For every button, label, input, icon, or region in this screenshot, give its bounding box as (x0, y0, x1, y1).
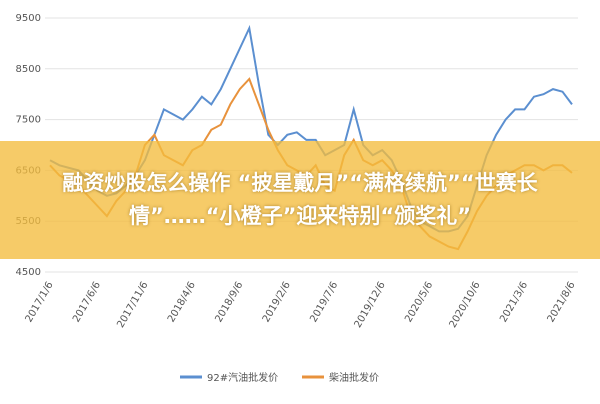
y-tick-label: 4500 (16, 267, 41, 278)
x-tick-label: 2018/9/6 (213, 280, 245, 324)
legend-label: 柴油批发价 (329, 371, 379, 384)
y-tick-label: 8500 (16, 64, 41, 75)
x-tick-label: 2021/8/6 (546, 280, 578, 324)
x-tick-label: 2019/2/6 (261, 280, 293, 324)
legend-label: 92#汽油批发价 (207, 371, 278, 384)
y-tick-label: 7500 (16, 115, 41, 126)
x-tick-label: 2019/7/6 (308, 280, 340, 324)
x-tick-label: 2017/6/6 (71, 280, 103, 324)
x-tick-label: 2019/12/6 (353, 280, 388, 330)
x-tick-label: 2017/11/6 (115, 280, 150, 330)
x-tick-label: 2020/5/6 (403, 280, 435, 324)
banner: 融资炒股怎么操作 “披星戴月”“满格续航”“世赛长情”……“小橙子”迎来特别“颁… (0, 141, 600, 259)
x-tick-label: 2021/3/6 (498, 280, 530, 324)
x-tick-label: 2017/1/6 (24, 280, 56, 324)
y-tick-label: 9500 (16, 13, 41, 24)
banner-title: 融资炒股怎么操作 “披星戴月”“满格续航”“世赛长情”……“小橙子”迎来特别“颁… (62, 171, 538, 228)
x-tick-label: 2020/10/6 (448, 280, 483, 330)
x-tick-label: 2018/4/6 (166, 280, 198, 324)
